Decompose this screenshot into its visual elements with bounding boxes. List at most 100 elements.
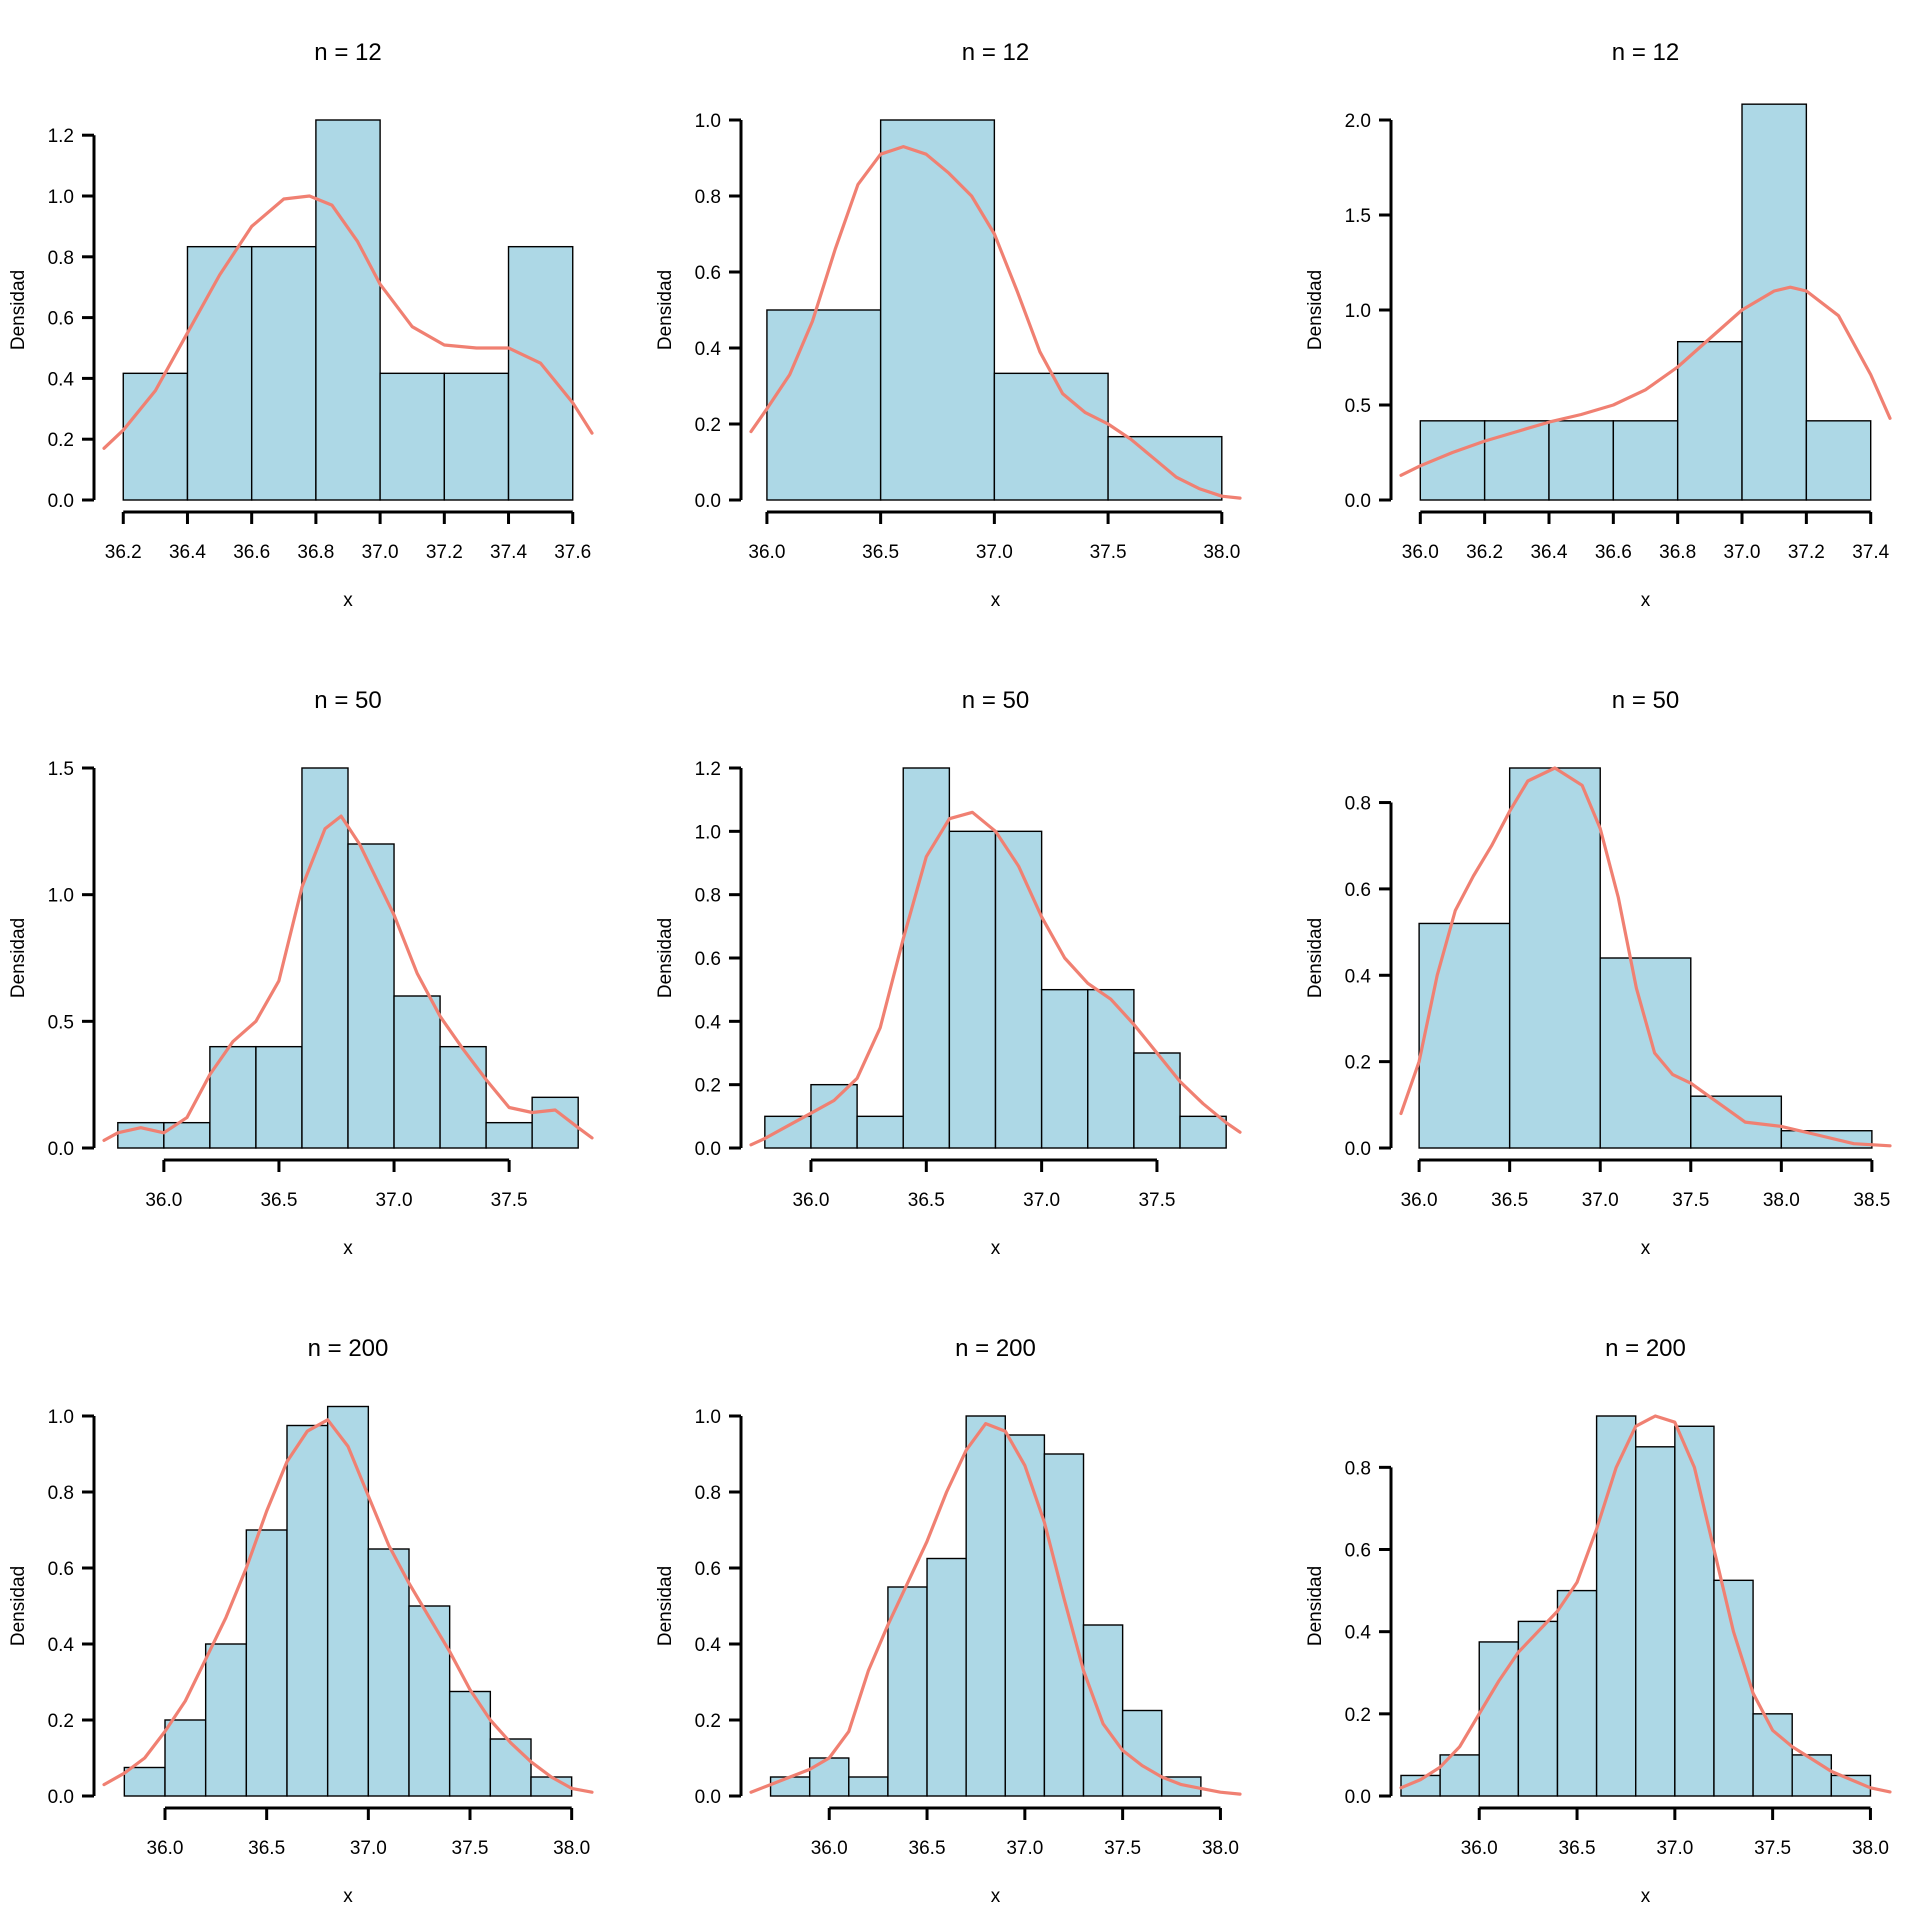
histogram-bar [1439,1754,1480,1797]
y-tick-label: 0.5 [1345,396,1371,417]
histogram-bar [1752,1713,1793,1797]
y-tick-label: 0.6 [48,1559,74,1580]
panel-title: n = 50 [962,687,1029,714]
histogram-bar [245,1529,288,1797]
y-tick-label: 1.0 [48,886,74,907]
histogram-bar [1612,420,1679,501]
y-tick-label: 0.0 [48,1139,74,1160]
y-tick-label: 0.0 [48,1787,74,1808]
histogram-bar [856,1115,904,1149]
y-axis-label: Densidad [655,1566,676,1646]
x-tick-label: 36.0 [145,1190,182,1211]
panel-title: n = 200 [955,1335,1036,1362]
x-tick-label: 36.6 [233,542,270,563]
histogram-bar [393,995,441,1149]
x-tick-label: 36.5 [260,1190,297,1211]
y-tick-label: 0.4 [695,1012,722,1033]
y-axis-label: Densidad [8,1566,29,1646]
x-axis-label: x [343,1886,353,1907]
x-tick-label: 36.2 [1466,542,1503,563]
x-tick-label: 37.0 [376,1190,413,1211]
x-axis-label: x [991,1886,1001,1907]
y-tick-label: 0.0 [1345,1139,1371,1160]
y-tick-label: 0.4 [1345,1623,1372,1644]
y-tick-label: 0.2 [1345,1053,1371,1074]
x-tick-label: 37.4 [490,542,527,563]
histogram-panel-2: n = 12 0.0 0.2 0.4 0.6 0.8 1.0 36.0 36.5 37.0 37.5… [655,39,1242,611]
x-tick-label: 38.0 [1763,1190,1800,1211]
y-tick-label: 0.2 [1345,1705,1371,1726]
x-tick-label: 38.0 [553,1838,590,1859]
density-curve [749,145,1242,500]
histogram-bar [367,1548,410,1797]
x-tick-label: 37.5 [1104,1838,1141,1859]
y-tick-label: 0.8 [48,248,74,269]
x-tick-label: 36.4 [169,542,206,563]
x-tick-label: 38.0 [1202,1838,1239,1859]
histogram-bar [1508,767,1601,1149]
histogram-bar [1121,1709,1163,1797]
histogram-bar [766,309,882,501]
y-tick-label: 0.0 [1345,1787,1371,1808]
y-axis-label: Densidad [1305,270,1326,350]
histogram-bar [993,372,1109,501]
x-tick-label: 36.5 [908,1190,945,1211]
x-axis-label: x [1641,590,1651,611]
y-tick-label: 0.2 [695,1711,721,1732]
x-tick-label: 37.5 [1090,542,1127,563]
histogram-bar [764,1115,812,1149]
x-tick-label: 37.0 [1023,1190,1060,1211]
x-tick-label: 37.5 [491,1190,528,1211]
histogram-bar [448,1690,492,1797]
y-tick-label: 0.8 [1345,794,1371,815]
panel-title: n = 12 [314,39,381,66]
histogram-bar [1713,1579,1754,1797]
histogram-bar [1674,1425,1715,1797]
y-tick-label: 0.8 [695,187,721,208]
histogram-bar [379,372,446,501]
x-tick-label: 38.5 [1853,1190,1890,1211]
x-tick-label: 36.8 [1659,542,1696,563]
histogram-bar [507,245,574,501]
y-tick-label: 1.0 [695,822,721,843]
panel-title: n = 50 [314,687,381,714]
histogram-bar [926,1557,967,1797]
histogram-panel-4: n = 50 0.0 0.5 1.0 1.5 36.0 36.5 37.0 37.5 x Densi… [8,687,594,1259]
histogram-bar [1043,1453,1085,1797]
histogram-panel-6: n = 50 0.0 0.2 0.4 0.6 0.8 36.0 36.5 37.0 37.5 38.… [1305,687,1892,1259]
histogram-bar [1741,103,1808,501]
panel-title: n = 50 [1612,687,1679,714]
x-tick-label: 37.0 [362,542,399,563]
density-curve [102,194,594,450]
panel-title: n = 12 [962,39,1029,66]
x-tick-label: 36.4 [1530,542,1567,563]
histogram-bar [1418,922,1511,1149]
y-tick-label: 1.2 [48,126,74,147]
density-curve [102,1418,594,1794]
histogram-bar [1805,420,1872,501]
histogram-bar [769,1776,811,1797]
y-tick-label: 0.0 [695,491,721,512]
x-tick-label: 36.5 [862,542,899,563]
histogram-bar [887,1586,928,1797]
x-tick-label: 37.0 [1006,1838,1043,1859]
x-tick-label: 36.5 [909,1838,946,1859]
y-tick-label: 1.0 [695,111,721,132]
y-tick-label: 0.0 [695,1787,721,1808]
y-tick-label: 0.8 [1345,1458,1371,1479]
x-tick-label: 37.0 [1656,1838,1693,1859]
histogram-bar [1791,1754,1833,1797]
y-tick-label: 0.8 [48,1483,74,1504]
histogram-bar [347,843,395,1149]
histogram-bar [1082,1624,1124,1797]
x-tick-label: 36.0 [811,1838,848,1859]
y-tick-label: 0.6 [1345,880,1371,901]
x-axis-label: x [1641,1886,1651,1907]
y-axis-label: Densidad [1305,918,1326,998]
histogram-bar [122,372,189,501]
histogram-bar [1595,1415,1637,1797]
x-tick-label: 38.0 [1852,1838,1889,1859]
histogram-bar [1548,420,1615,501]
y-tick-label: 0.4 [1345,966,1372,987]
histogram-bar [1517,1620,1559,1797]
